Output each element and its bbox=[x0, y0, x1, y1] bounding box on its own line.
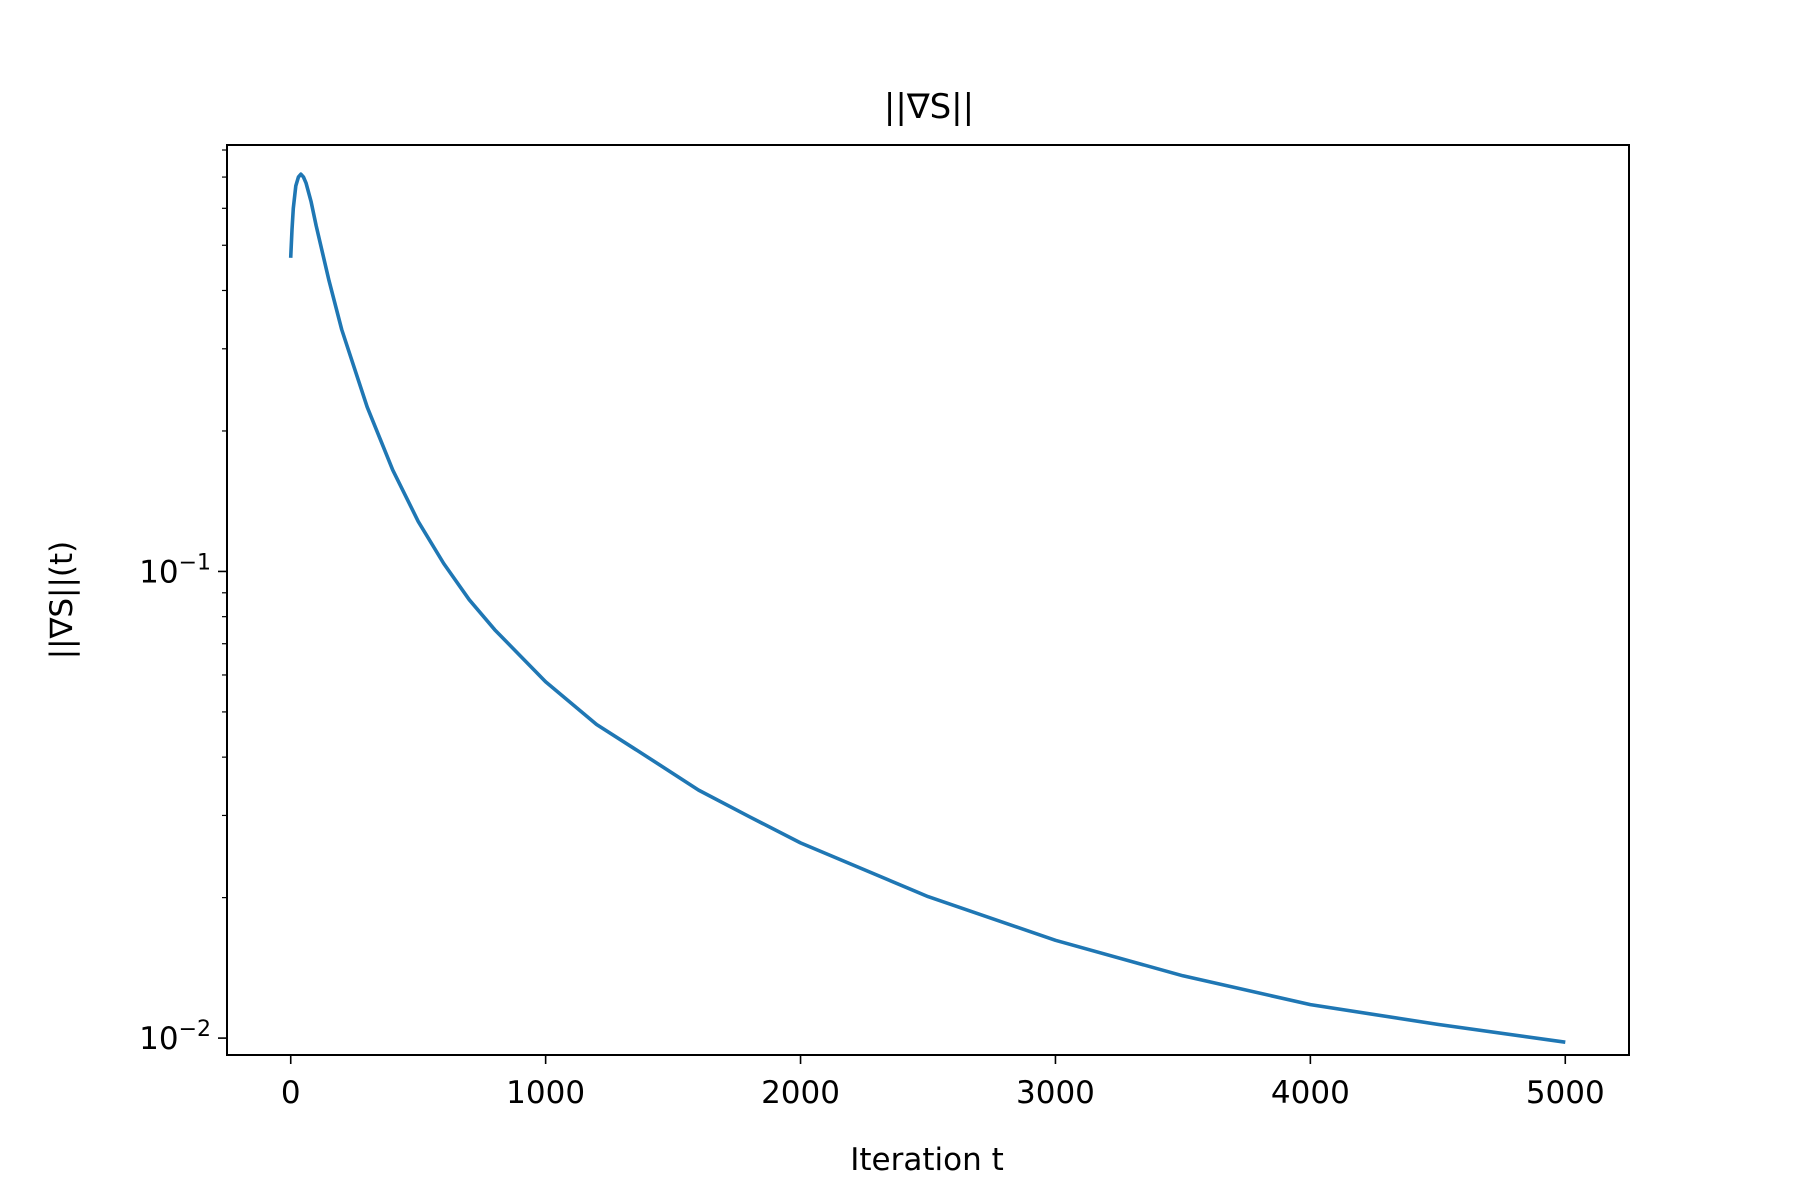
x-tick-label: 2000 bbox=[761, 1075, 840, 1111]
y-tick-exponent: −1 bbox=[179, 550, 211, 575]
x-tick-label: 0 bbox=[281, 1075, 301, 1111]
x-axis-label: Iteration t bbox=[850, 1142, 1004, 1178]
y-axis: 10−110−2 bbox=[139, 149, 227, 1057]
series-line bbox=[288, 172, 1566, 1044]
series-group bbox=[288, 172, 1566, 1044]
y-tick-exponent: −2 bbox=[179, 1017, 211, 1042]
y-tick-label: 10−2 bbox=[139, 1017, 211, 1057]
x-tick-label: 4000 bbox=[1271, 1075, 1350, 1111]
y-tick-base: 10 bbox=[139, 554, 178, 590]
y-tick-label: 10−1 bbox=[139, 550, 211, 590]
x-tick-label: 1000 bbox=[506, 1075, 585, 1111]
y-tick-base: 10 bbox=[139, 1021, 178, 1057]
x-tick-label: 5000 bbox=[1526, 1075, 1605, 1111]
x-tick-label: 3000 bbox=[1016, 1075, 1095, 1111]
plot-area-frame bbox=[226, 144, 1630, 1056]
y-axis-label: ||∇S||(t) bbox=[44, 541, 80, 660]
x-axis: 0 1000 2000 3000 4000 5000 bbox=[281, 1055, 1605, 1111]
chart-title: ||∇S|| bbox=[884, 87, 974, 127]
